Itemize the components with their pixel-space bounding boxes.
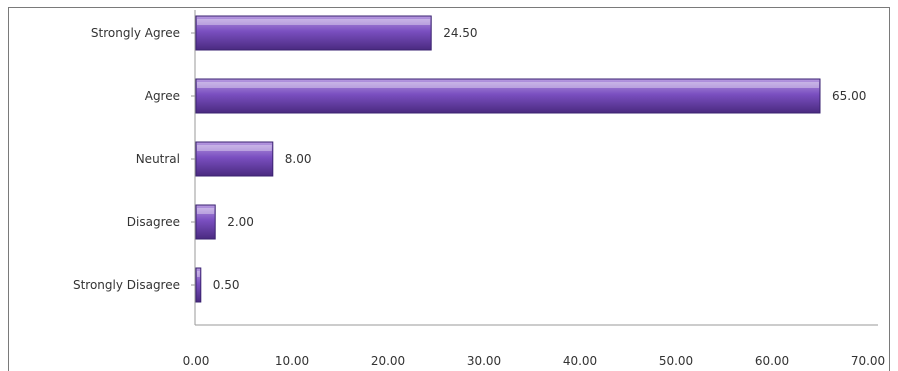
x-tick-label: 0.00 <box>183 354 210 368</box>
x-tick-label: 20.00 <box>371 354 405 368</box>
category-label: Strongly Agree <box>91 26 180 40</box>
bar-highlight <box>197 82 819 88</box>
x-tick-label: 40.00 <box>563 354 597 368</box>
bar-neutral <box>195 141 274 177</box>
x-tick-label: 70.00 <box>851 354 885 368</box>
value-label: 65.00 <box>832 89 866 103</box>
x-tick-label: 10.00 <box>275 354 309 368</box>
value-label: 8.00 <box>285 152 312 166</box>
value-label: 0.50 <box>213 278 240 292</box>
category-label: Strongly Disagree <box>73 278 180 292</box>
value-label: 24.50 <box>443 26 477 40</box>
category-label: Disagree <box>127 215 180 229</box>
axes <box>191 10 878 326</box>
bar-highlight <box>197 145 272 151</box>
x-tick-labels: 0.00 10.00 20.00 30.00 40.00 50.00 60.00 70.00 <box>183 354 886 368</box>
category-labels: Strongly Agree Agree Neutral Disagree Strong… <box>73 26 180 292</box>
bar-highlight <box>197 208 215 214</box>
chart-frame <box>8 7 890 371</box>
x-tick-label: 60.00 <box>755 354 789 368</box>
bar-strongly-agree <box>195 15 432 51</box>
x-tick-label: 50.00 <box>659 354 693 368</box>
value-label: 2.00 <box>227 215 254 229</box>
category-label: Neutral <box>136 152 180 166</box>
bar-highlight <box>197 271 200 277</box>
bar-agree <box>195 78 821 114</box>
bar-strongly-disagree <box>195 267 202 303</box>
value-labels: 24.50 65.00 8.00 2.00 0.50 <box>213 26 867 292</box>
bars <box>195 15 821 303</box>
category-label: Agree <box>145 89 180 103</box>
bar-highlight <box>197 19 431 25</box>
x-tick-label: 30.00 <box>467 354 501 368</box>
bar-disagree <box>195 204 216 240</box>
